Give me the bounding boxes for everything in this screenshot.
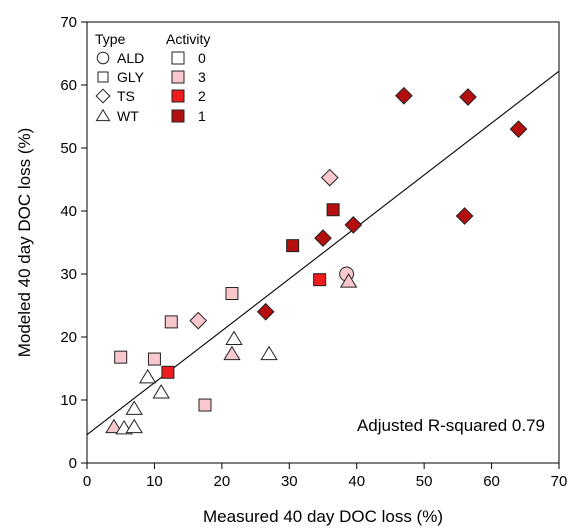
legend-activity-label: 2 [198,88,206,104]
legend-activity-title: Activity [166,31,210,47]
data-point [344,215,363,234]
legend-type-title: Type [95,31,126,47]
x-tick-label: 60 [483,473,500,490]
x-tick-label: 0 [83,473,91,490]
x-tick-label: 70 [551,473,568,490]
legend-activity-swatch [171,70,185,84]
data-point [326,203,340,217]
x-tick-label: 10 [146,473,163,490]
legend-activity-label: 0 [198,50,206,66]
data-point [509,120,528,138]
legend-marker-wt [95,108,111,122]
data-point [105,418,123,434]
legend-activity-label: 3 [198,69,206,85]
y-tick-label: 40 [60,203,77,220]
data-point [459,88,477,106]
y-tick-label: 0 [69,455,77,472]
y-tick-label: 60 [60,77,77,94]
data-point [164,315,178,329]
data-point [320,168,339,187]
y-tick-label: 70 [60,14,77,31]
data-point [138,368,157,384]
data-point [147,352,161,366]
data-point [125,400,143,415]
legend-marker-gly [97,71,109,83]
data-points [105,86,528,435]
y-tick-label: 50 [60,140,77,157]
data-point [260,345,278,361]
y-tick-label: 20 [60,329,77,346]
data-point [114,350,128,364]
legend-type-label: WT [117,108,139,124]
legend: Type Activity ALD GLY TS WT 0 3 2 1 [95,31,210,124]
regression-line-group [86,70,560,436]
data-point [152,384,170,399]
data-point [256,302,275,321]
legend-activity-swatch [171,89,185,103]
x-tick-label: 40 [348,473,365,490]
data-point [314,229,332,247]
data-point [395,86,413,105]
legend-activity-swatch [171,51,185,65]
y-tick-label: 10 [60,392,77,409]
r-squared-annotation: Adjusted R-squared 0.79 [357,416,545,435]
regression-line [86,70,560,436]
legend-marker-ts [95,88,111,104]
x-tick-label: 50 [416,473,433,490]
legend-type-label: GLY [117,69,145,85]
legend-activity-swatch [171,109,185,123]
data-point [198,398,212,412]
data-point [161,365,175,379]
x-tick-label: 30 [281,473,298,490]
legend-type-label: TS [117,88,135,104]
legend-type-label: ALD [117,50,144,66]
data-point [286,239,300,253]
data-point [225,287,239,301]
data-point [189,311,208,330]
data-point [455,207,474,225]
data-point [225,330,243,345]
data-point [125,418,143,434]
x-tick-label: 20 [214,473,231,490]
y-axis-title: Modeled 40 day DOC loss (%) [15,128,34,358]
legend-marker-ald [96,51,110,65]
plot-frame [86,21,560,464]
x-axis-title: Measured 40 day DOC loss (%) [203,507,443,526]
data-point [339,273,358,288]
y-tick-label: 30 [60,266,77,283]
data-point [313,273,327,287]
data-point [223,345,241,361]
legend-activity-label: 1 [198,108,206,124]
